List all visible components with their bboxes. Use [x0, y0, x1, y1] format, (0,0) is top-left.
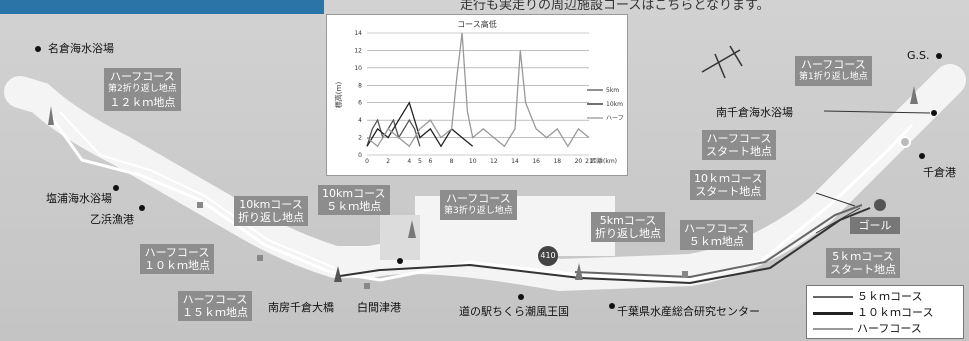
x-tick-label: 20	[575, 158, 583, 165]
half-course-line-2	[59, 111, 336, 269]
y-tick-label: 10	[354, 65, 362, 72]
route-shield: 410	[538, 246, 558, 266]
place-research: 千葉県水産総合研究センター	[617, 305, 760, 318]
label-half-5km: ハーフコース ５ｋｍ地点	[680, 220, 753, 250]
y-tick-label: 6	[358, 100, 362, 107]
x-tick-label: 10	[469, 158, 477, 165]
half-start-marker	[899, 136, 911, 148]
y-tick-label: 2	[358, 135, 362, 142]
x-tick-label: 6	[429, 158, 433, 165]
waypoint-marker	[364, 283, 370, 289]
y-tick-label: 4	[358, 117, 362, 124]
chart-legend-label: ハーフ	[606, 115, 624, 122]
chart-legend-label: 5km	[606, 87, 619, 94]
place-bridge: 南房千倉大橋	[268, 301, 334, 314]
ten-course-line	[339, 207, 871, 285]
place-michinoeki: 道の駅ちくら潮風王国	[459, 305, 569, 318]
course-legend: ５ｋｍコース １０ｋｍコース ハーフコース	[806, 285, 964, 339]
label-5km-start: 5ｋｍコース スタート地点	[826, 248, 900, 278]
place-shioura: 塩浦海水浴場	[46, 192, 112, 205]
legend-item-5km: ５ｋｍコース	[813, 288, 922, 304]
label-half-10km: ハーフコース １０ｋｍ地点	[140, 244, 214, 274]
label-half-15km: ハーフコース １５ｋｍ地点	[178, 291, 252, 321]
place-dot	[113, 185, 119, 191]
half-course-line	[50, 117, 914, 282]
header-bar	[0, 0, 324, 14]
label-half-3rd-turn: ハーフコース 第3折り返し地点	[440, 190, 517, 220]
series-line-10km	[366, 101, 474, 148]
x-tick-label: 12	[490, 158, 498, 165]
y-tick-label: 12	[354, 47, 362, 54]
place-nagura: 名倉海水浴場	[48, 42, 114, 55]
waypoint-marker	[197, 202, 203, 208]
x-tick-label: 4	[407, 158, 411, 165]
y-axis-label: 標高(ｍ)	[334, 82, 343, 109]
label-half-start: ハーフコース スタート地点	[702, 130, 776, 160]
y-tick-label: 8	[358, 82, 362, 89]
label-10km-start: 10ｋｍコース スタート地点	[690, 170, 767, 200]
waypoint-marker	[682, 271, 688, 277]
north-arrow	[701, 45, 743, 79]
place-dot	[139, 205, 145, 211]
chart-legend-label: 10km	[606, 101, 623, 108]
place-gs: G.S.	[907, 49, 930, 62]
place-minamichikura-beach: 南千倉海水浴場	[716, 106, 793, 119]
goal-label: ゴール	[850, 217, 900, 234]
label-half-1st-turn: ハーフコース 第1折り返し地点	[795, 56, 872, 86]
legend-item-10km: １０ｋｍコース	[813, 304, 933, 320]
place-dot	[397, 258, 403, 264]
cone-marker	[334, 266, 342, 282]
x-tick-label: 21	[585, 158, 593, 165]
cone-marker	[408, 220, 416, 238]
chart-title: コース高低	[457, 20, 497, 29]
series-line-ハーフ	[366, 32, 590, 148]
label-half-2nd-turn: ハーフコース 第2折り返し地点 １２ｋｍ地点	[104, 68, 181, 111]
x-tick-label: 18	[553, 158, 561, 165]
place-otohama: 乙浜漁港	[90, 213, 134, 226]
cone-marker	[910, 86, 918, 104]
elevation-chart: コース高低 14 12 10 8 6 4 2 0 0 2 4 5 6 8 10 12 14 16 18 20 21 標高(…	[326, 14, 628, 176]
x-tick-label: 5	[418, 158, 422, 165]
x-tick-label: 8	[450, 158, 454, 165]
legend-item-half: ハーフコース	[813, 320, 922, 336]
place-dot	[919, 153, 925, 159]
label-10km-5km: 10kmコース ５ｋｍ地点	[318, 185, 390, 215]
series-line-5km	[366, 118, 421, 147]
waypoint-marker	[257, 255, 263, 261]
cone-marker	[575, 263, 583, 280]
goal-marker	[874, 199, 886, 211]
x-tick-label: 14	[511, 158, 519, 165]
place-chikura-port: 千倉港	[923, 166, 956, 179]
label-10km-turn: 10kmコース 折り返し地点	[234, 196, 308, 226]
five-course-line	[574, 204, 863, 279]
place-dot	[518, 294, 524, 300]
place-dot	[931, 110, 937, 116]
x-tick-label: 16	[532, 158, 540, 165]
header-text: 走行も実走りの周辺施設コースはこちらとなります。	[460, 0, 770, 13]
x-tick-label: 2	[386, 158, 390, 165]
place-shirama: 白間津港	[357, 301, 401, 314]
y-tick-label: 14	[354, 30, 362, 37]
y-tick-label: 0	[358, 152, 362, 159]
place-dot	[936, 53, 942, 59]
place-dot	[609, 303, 615, 309]
coastal-road	[4, 64, 966, 292]
label-5km-turn: 5kmコース 折り返し地点	[591, 212, 665, 242]
x-axis-label: 距離(km)	[591, 157, 617, 165]
x-tick-label: 0	[365, 158, 369, 165]
place-dot	[35, 46, 41, 52]
cone-marker	[48, 106, 54, 125]
